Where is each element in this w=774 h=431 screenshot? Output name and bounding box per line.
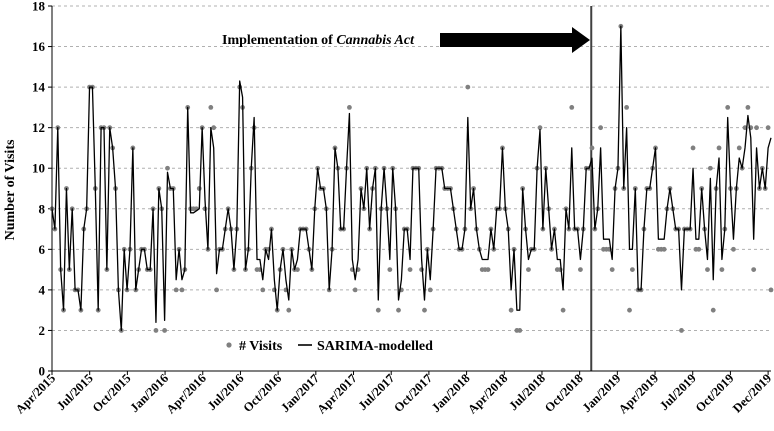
visit-point [211, 125, 217, 131]
visit-point [560, 307, 566, 313]
visit-point [765, 125, 771, 131]
visit-point [609, 267, 615, 273]
y-tick-label: 2 [39, 323, 46, 338]
visit-point [352, 287, 358, 293]
visit-point [578, 267, 583, 273]
visit-point [736, 145, 742, 151]
visit-point [347, 104, 352, 110]
visit-point [295, 267, 300, 273]
visit-point [569, 104, 575, 110]
visit-point [165, 165, 170, 171]
visit-point [427, 287, 433, 293]
visit-point [754, 125, 759, 131]
visit-point [422, 307, 427, 313]
y-tick-label: 4 [39, 282, 46, 297]
visit-point [537, 125, 543, 131]
visit-point [710, 307, 716, 313]
visit-point [375, 307, 381, 313]
visit-point [624, 104, 630, 110]
visit-point [598, 125, 604, 131]
y-tick-label: 10 [32, 161, 45, 176]
visit-point [396, 307, 401, 313]
visit-point [526, 267, 531, 273]
legend-label-sarima: SARIMA-modelled [317, 339, 433, 354]
visit-point [465, 84, 471, 90]
legend: # Visits SARIMA-modelled [226, 339, 433, 354]
visit-point [208, 104, 214, 110]
y-axis-ticks: 0 2 4 6 8 10 12 14 16 18 [32, 0, 52, 379]
visit-point [508, 307, 514, 313]
y-tick-label: 0 [39, 364, 46, 379]
y-tick-label: 6 [39, 242, 46, 257]
visit-point [716, 145, 722, 151]
visit-point [260, 287, 266, 293]
visit-point [517, 328, 523, 333]
visit-point [162, 328, 168, 333]
visit-point [179, 287, 185, 293]
visit-point [629, 267, 635, 273]
visit-point [387, 267, 393, 273]
visit-point [679, 328, 684, 333]
legend-marker-visits [226, 342, 232, 348]
legend-label-visits: # Visits [239, 339, 283, 354]
y-axis-label: Number of Visits [3, 139, 18, 240]
visit-point [690, 145, 696, 151]
sarima-line-series [51, 25, 772, 332]
y-tick-label: 12 [32, 120, 45, 135]
visit-point [725, 104, 731, 110]
visit-point [196, 186, 202, 191]
visit-point [286, 307, 292, 313]
visit-point [768, 287, 774, 293]
visit-point [627, 307, 632, 313]
visits-points-series [49, 23, 774, 333]
visit-point [589, 145, 595, 151]
y-tick-label: 14 [32, 80, 46, 95]
visit-point [751, 267, 757, 273]
visit-point [214, 287, 219, 293]
visit-point [153, 328, 159, 333]
visit-point [696, 246, 702, 252]
annotation: Implementation of Cannabis Act [222, 27, 590, 53]
annotation-arrow [440, 27, 590, 53]
visit-point [661, 246, 667, 252]
visit-point [745, 104, 751, 110]
visit-point [173, 287, 179, 293]
y-tick-label: 16 [32, 39, 46, 54]
annotation-text: Implementation of Cannabis Act [222, 33, 415, 48]
visit-point [731, 246, 736, 252]
y-tick-label: 8 [39, 201, 46, 216]
visit-point [407, 267, 413, 273]
visit-point [707, 165, 713, 171]
sarima-line [51, 25, 772, 332]
visit-point [705, 267, 710, 273]
visit-point [719, 267, 725, 273]
y-tick-label: 18 [32, 0, 46, 14]
annotation-italic: Cannabis Act [336, 33, 415, 48]
visit-point [485, 267, 491, 273]
